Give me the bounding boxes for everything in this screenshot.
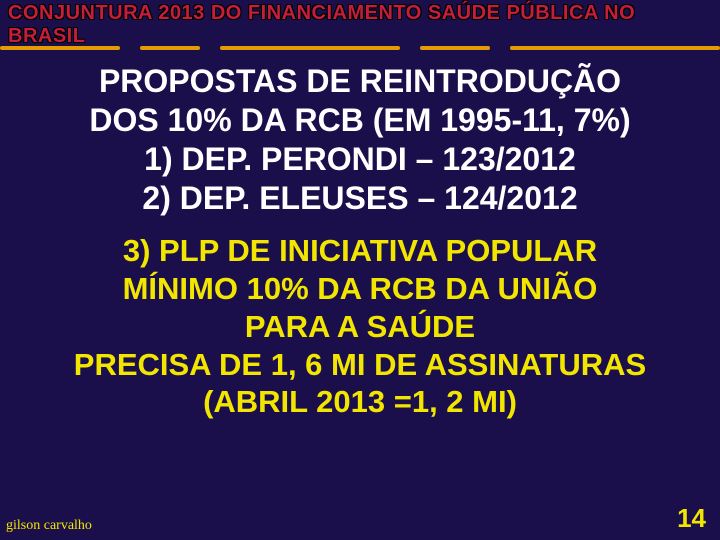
text-line: DOS 10% DA RCB (EM 1995-11, 7%)	[10, 101, 710, 140]
text-line: PARA A SAÚDE	[6, 308, 714, 346]
text-line: MÍNIMO 10% DA RCB DA UNIÃO	[6, 270, 714, 308]
accent-seg	[220, 46, 400, 50]
accent-seg	[140, 46, 200, 50]
header-title: CONJUNTURA 2013 DO FINANCIAMENTO SAÚDE P…	[8, 2, 712, 48]
accent-seg	[510, 46, 720, 50]
text-line: (ABRIL 2013 =1, 2 MI)	[6, 383, 714, 421]
text-line: PRECISA DE 1, 6 MI DE ASSINATURAS	[6, 346, 714, 384]
text-block-white: PROPOSTAS DE REINTRODUÇÃO DOS 10% DA RCB…	[0, 62, 720, 218]
page-number: 14	[677, 503, 706, 534]
accent-seg	[0, 46, 120, 50]
text-line: 3) PLP DE INICIATIVA POPULAR	[6, 232, 714, 270]
slide-header: CONJUNTURA 2013 DO FINANCIAMENTO SAÚDE P…	[0, 0, 720, 48]
footer-author: gilson carvalho	[6, 518, 92, 534]
text-line: 1) DEP. PERONDI – 123/2012	[10, 140, 710, 179]
accent-underline	[0, 46, 720, 58]
text-block-yellow: 3) PLP DE INICIATIVA POPULAR MÍNIMO 10% …	[0, 232, 720, 421]
text-line: PROPOSTAS DE REINTRODUÇÃO	[10, 62, 710, 101]
accent-seg	[420, 46, 490, 50]
text-line: 2) DEP. ELEUSES – 124/2012	[10, 179, 710, 218]
